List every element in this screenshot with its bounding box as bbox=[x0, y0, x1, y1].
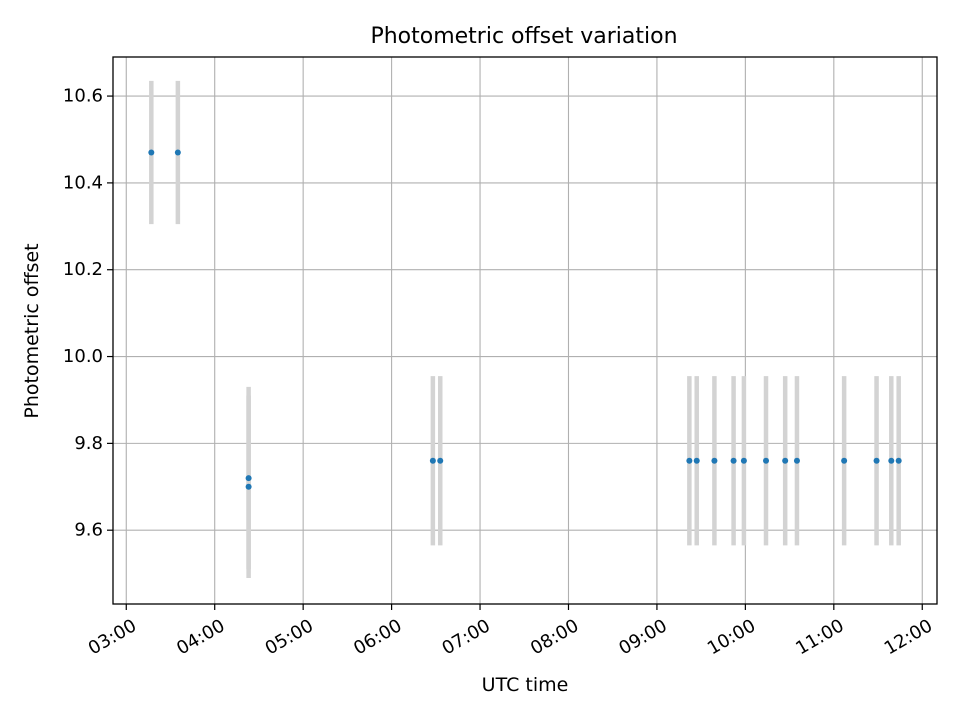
data-point bbox=[174, 149, 181, 156]
y-tick-label: 10.6 bbox=[63, 86, 103, 107]
chart-title: Photometric offset variation bbox=[370, 24, 677, 49]
x-tick-label: 12:00 bbox=[881, 615, 936, 659]
data-point bbox=[888, 457, 895, 464]
data-point bbox=[730, 457, 737, 464]
data-point bbox=[245, 483, 252, 490]
data-point bbox=[245, 475, 252, 482]
error-bars bbox=[149, 80, 901, 578]
x-tick-label: 08:00 bbox=[527, 615, 582, 659]
y-tick-label: 9.8 bbox=[74, 433, 103, 454]
x-tick-label: 07:00 bbox=[439, 615, 494, 659]
y-tick-label: 10.4 bbox=[63, 172, 103, 193]
x-axis: 03:00 04:00 05:00 06:00 07:00 08:00 09:00 10:00… bbox=[85, 604, 936, 659]
x-tick-label: 04:00 bbox=[173, 615, 228, 659]
data-point bbox=[895, 457, 902, 464]
plot-frame bbox=[112, 56, 938, 605]
x-tick-label: 09:00 bbox=[615, 615, 670, 659]
data-point bbox=[873, 457, 880, 464]
y-tick-label: 9.6 bbox=[74, 520, 103, 541]
y-tick-label: 10.2 bbox=[63, 259, 103, 280]
data-point bbox=[711, 457, 718, 464]
x-tick-label: 05:00 bbox=[262, 615, 317, 659]
x-tick-label: 03:00 bbox=[85, 615, 140, 659]
data-point bbox=[693, 457, 700, 464]
data-point bbox=[437, 457, 444, 464]
data-point bbox=[740, 457, 747, 464]
data-point bbox=[782, 457, 789, 464]
x-axis-title: UTC time bbox=[482, 674, 569, 696]
data-points bbox=[148, 149, 902, 490]
y-axis-title: Photometric offset bbox=[21, 243, 43, 418]
data-point bbox=[686, 457, 693, 464]
data-point bbox=[429, 457, 436, 464]
x-tick-label: 06:00 bbox=[350, 615, 405, 659]
gridlines bbox=[113, 57, 937, 604]
y-axis: 9.6 9.8 10.0 10.2 10.4 10.6 bbox=[63, 86, 113, 541]
x-tick-label: 11:00 bbox=[792, 615, 847, 659]
y-tick-label: 10.0 bbox=[63, 346, 103, 367]
data-point bbox=[841, 457, 848, 464]
data-point bbox=[793, 457, 800, 464]
data-point bbox=[763, 457, 770, 464]
data-point bbox=[148, 149, 155, 156]
x-tick-label: 10:00 bbox=[704, 615, 759, 659]
